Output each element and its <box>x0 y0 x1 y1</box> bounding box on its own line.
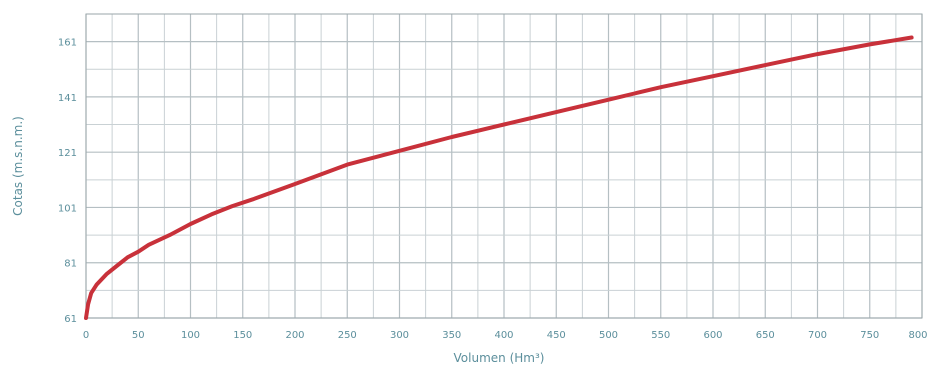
x-tick-label: 500 <box>599 330 618 341</box>
x-tick-label: 200 <box>285 330 304 341</box>
y-tick-label: 141 <box>58 93 77 104</box>
x-tick-label: 50 <box>132 330 145 341</box>
y-tick-label: 81 <box>64 259 77 270</box>
y-tick-label: 121 <box>58 148 77 159</box>
x-axis-label: Volumen (Hm³) <box>454 351 545 365</box>
series-line <box>84 35 914 320</box>
x-tick-label: 400 <box>494 330 513 341</box>
plot-frame <box>85 13 923 319</box>
x-tick-label: 750 <box>860 330 879 341</box>
y-tick-label: 161 <box>58 38 77 49</box>
x-tick-label: 650 <box>756 330 775 341</box>
y-axis-label: Cotas (m.s.n.m.) <box>11 116 25 216</box>
x-tick-labels: 0 50 100 150 200 250 300 350 400 450 500 550 600 650 7… <box>83 330 928 341</box>
x-tick-label: 0 <box>83 330 89 341</box>
x-tick-label: 300 <box>390 330 409 341</box>
x-tick-label: 550 <box>651 330 670 341</box>
x-tick-label: 250 <box>338 330 357 341</box>
x-tick-label: 800 <box>908 330 927 341</box>
x-tick-label: 100 <box>181 330 200 341</box>
x-tick-label: 600 <box>703 330 722 341</box>
series-layer <box>84 35 914 320</box>
x-tick-label: 450 <box>547 330 566 341</box>
x-tick-label: 350 <box>442 330 461 341</box>
y-tick-label: 61 <box>64 314 77 325</box>
y-tick-labels: 61 81 101 121 141 161 <box>58 38 77 325</box>
x-tick-label: 700 <box>808 330 827 341</box>
y-tick-label: 101 <box>58 203 77 214</box>
x-tick-label: 150 <box>233 330 252 341</box>
